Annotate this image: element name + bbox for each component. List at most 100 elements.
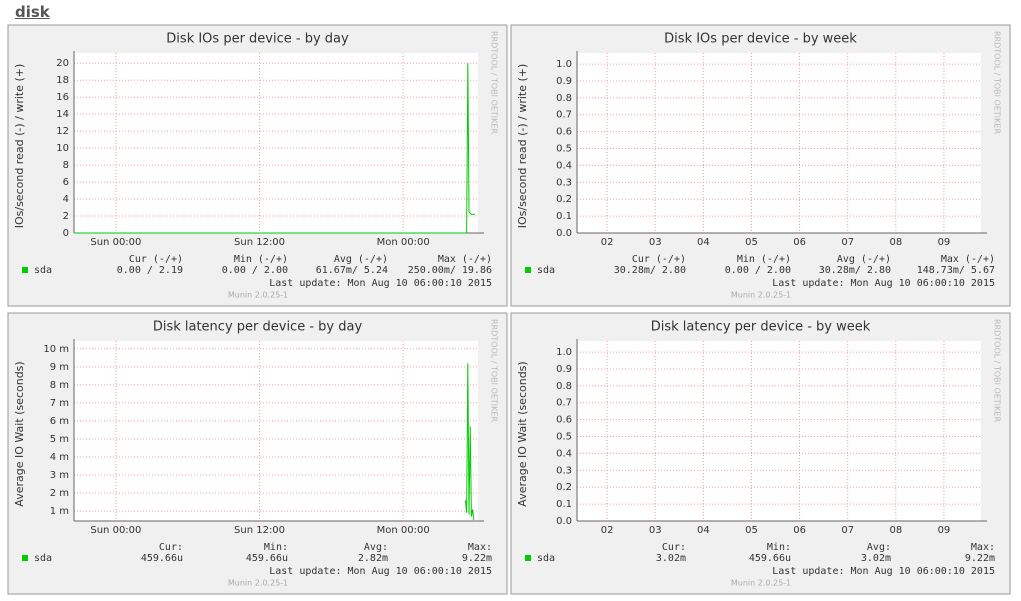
page-title: disk [15, 3, 50, 21]
legend-stat: 0.00 / 2.00 [725, 265, 791, 276]
version: Munin 2.0.25-1 [731, 291, 791, 300]
x-tick-label: 04 [697, 525, 710, 536]
x-tick-label: 05 [745, 525, 758, 536]
x-tick-label: 06 [793, 237, 806, 248]
x-tick-label: 06 [793, 525, 806, 536]
legend-swatch [525, 555, 531, 561]
legend-stat: 459.66u [141, 553, 183, 564]
chart-panel: Disk IOs per device - by week IOs/second … [510, 24, 1011, 307]
legend-stat: 3.02m [656, 553, 686, 564]
legend-stat: 2.82m [358, 553, 388, 564]
y-tick-label: 0.5 [556, 432, 572, 443]
y-tick-label: 0.2 [556, 194, 572, 205]
last-update: Last update: Mon Aug 10 06:00:10 2015 [772, 278, 995, 289]
legend-header: Avg: [867, 542, 891, 553]
y-tick-label: 1.0 [556, 59, 572, 70]
legend-stat: 459.66u [749, 553, 791, 564]
y-tick-label: 0.7 [556, 398, 572, 409]
legend-header: Avg: [364, 542, 388, 553]
side-text: RRDTOOL / TOBI OETIKER [490, 31, 499, 134]
chart-panel: Disk IOs per device - by day IOs/second r… [7, 24, 508, 307]
x-tick-label: 02 [601, 237, 614, 248]
y-tick-label: 10 m [43, 344, 69, 355]
legend-label: sda [537, 265, 555, 276]
chart-title: Disk latency per device - by day [153, 320, 363, 335]
y-tick-label: 0.6 [556, 415, 572, 426]
legend-label: sda [34, 553, 52, 564]
y-tick-label: 0.4 [556, 160, 572, 171]
x-tick-label: 07 [841, 237, 854, 248]
x-tick-label: Sun 00:00 [90, 525, 141, 536]
legend-stat: 0.00 / 2.00 [222, 265, 288, 276]
x-tick-label: 09 [938, 525, 951, 536]
legend-header: Min: [264, 542, 288, 553]
version: Munin 2.0.25-1 [228, 291, 288, 300]
x-tick-label: Sun 12:00 [234, 525, 285, 536]
y-tick-label: 4 [63, 194, 69, 205]
y-tick-label: 0.1 [556, 499, 572, 510]
x-tick-label: 04 [697, 237, 710, 248]
x-tick-label: 08 [889, 525, 902, 536]
x-tick-label: 05 [745, 237, 758, 248]
chart-title: Disk IOs per device - by day [166, 32, 349, 47]
legend-header: Min: [767, 542, 791, 553]
legend-label: sda [537, 553, 555, 564]
legend-swatch [525, 267, 531, 273]
y-tick-label: 14 [56, 109, 69, 120]
legend-header: Min (-/+) [234, 254, 288, 265]
legend-header: Max: [971, 542, 995, 553]
side-text: RRDTOOL / TOBI OETIKER [993, 31, 1002, 134]
series-line [74, 63, 476, 234]
legend-stat: 61.67m/ 5.24 [316, 265, 388, 276]
legend-stat: 9.22m [462, 553, 492, 564]
y-tick-label: 7 m [50, 398, 69, 409]
chart-title: Disk latency per device - by week [651, 320, 871, 335]
y-tick-label: 10 [56, 143, 69, 154]
y-tick-label: 0.2 [556, 482, 572, 493]
y-tick-label: 0.7 [556, 110, 572, 121]
y-axis-label: IOs/second read (-) / write (+) [13, 64, 26, 229]
version: Munin 2.0.25-1 [228, 579, 288, 588]
legend-swatch [22, 267, 28, 273]
y-tick-label: 9 m [50, 362, 69, 373]
y-axis-label: IOs/second read (-) / write (+) [516, 64, 529, 229]
y-tick-label: 12 [56, 126, 69, 137]
y-tick-label: 1 m [50, 506, 69, 517]
legend-stat: 148.73m/ 5.67 [917, 265, 995, 276]
legend-stat: 459.66u [246, 553, 288, 564]
y-tick-label: 6 m [50, 416, 69, 427]
plot-area [577, 341, 981, 521]
legend-header: Cur (-/+) [129, 254, 183, 265]
legend-header: Avg (-/+) [334, 254, 388, 265]
x-tick-label: 07 [841, 525, 854, 536]
legend-header: Cur: [159, 542, 183, 553]
series-line [464, 363, 475, 521]
plot-area [74, 53, 478, 233]
last-update: Last update: Mon Aug 10 06:00:10 2015 [772, 566, 995, 577]
legend-label: sda [34, 265, 52, 276]
x-tick-label: 08 [889, 237, 902, 248]
legend-stat: 30.28m/ 2.80 [614, 265, 686, 276]
legend-header: Cur (-/+) [632, 254, 686, 265]
x-tick-label: Mon 00:00 [377, 237, 430, 248]
chart-panel: Disk latency per device - by week Average… [510, 312, 1011, 595]
y-tick-label: 2 m [50, 488, 69, 499]
chart-title: Disk IOs per device - by week [664, 32, 857, 47]
y-tick-label: 6 [63, 177, 69, 188]
y-tick-label: 0.6 [556, 127, 572, 138]
chart-panel: Disk latency per device - by day Average … [7, 312, 508, 595]
y-tick-label: 0.3 [556, 465, 572, 476]
x-tick-label: 03 [649, 525, 662, 536]
y-tick-label: 0.8 [556, 381, 572, 392]
legend-header: Max: [468, 542, 492, 553]
y-tick-label: 0.9 [556, 76, 572, 87]
x-tick-label: Sun 12:00 [234, 237, 285, 248]
y-tick-label: 8 m [50, 380, 69, 391]
y-tick-label: 4 m [50, 452, 69, 463]
y-tick-label: 3 m [50, 470, 69, 481]
last-update: Last update: Mon Aug 10 06:00:10 2015 [269, 566, 492, 577]
legend-stat: 3.02m [861, 553, 891, 564]
y-tick-label: 16 [56, 92, 69, 103]
legend-stat: 0.00 / 2.19 [117, 265, 183, 276]
